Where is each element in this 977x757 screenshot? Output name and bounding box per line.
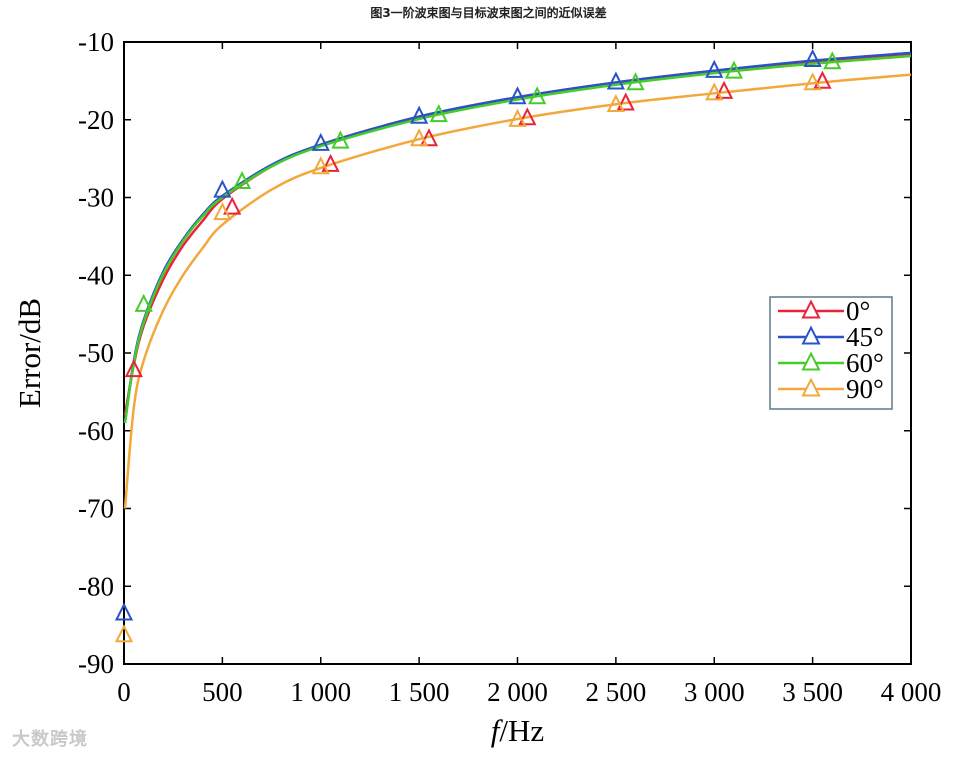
data-point-marker — [213, 179, 232, 198]
legend-swatch-marker — [801, 377, 821, 397]
series-line-90deg — [123, 73, 912, 509]
y-tick-label: -20 — [78, 105, 114, 135]
data-point-marker — [311, 132, 330, 151]
data-point-marker — [803, 72, 822, 91]
legend-label: 90° — [846, 374, 884, 404]
data-point-marker — [331, 130, 350, 149]
data-point-marker — [321, 153, 340, 172]
series-markers — [114, 48, 842, 643]
data-point-marker — [705, 82, 724, 101]
x-tick-label: 3 000 — [684, 677, 745, 707]
series-lines — [123, 51, 912, 509]
data-point-marker — [803, 48, 822, 67]
x-tick-label: 500 — [202, 677, 243, 707]
legend-swatch-marker — [801, 299, 821, 319]
legend-label: 45° — [846, 322, 884, 352]
data-point-marker — [429, 104, 448, 123]
y-tick-label: -70 — [78, 494, 114, 524]
data-point-marker — [813, 70, 832, 89]
data-point-marker — [518, 107, 537, 126]
data-point-marker — [114, 624, 134, 643]
x-axis-label: f/Hz — [491, 713, 544, 748]
x-tick-label: 3 500 — [782, 677, 843, 707]
x-axis-label-unit: /Hz — [499, 713, 544, 748]
watermark: 大数跨境 — [12, 729, 88, 750]
legend-box — [769, 296, 893, 410]
data-point-marker — [508, 108, 527, 127]
data-point-marker — [606, 71, 626, 90]
x-tick-label: 2 500 — [586, 677, 647, 707]
legend-label: 0° — [846, 296, 870, 326]
data-point-marker — [626, 72, 645, 91]
data-point-marker — [124, 359, 143, 378]
x-tick-label: 1 000 — [290, 677, 351, 707]
y-tick-label: -80 — [78, 571, 114, 601]
data-point-marker — [528, 86, 547, 105]
y-tick-label: -40 — [78, 260, 114, 290]
data-point-marker — [223, 196, 242, 215]
data-point-marker — [232, 170, 252, 190]
data-point-marker — [134, 293, 153, 312]
data-point-marker — [508, 86, 527, 105]
data-point-marker — [705, 59, 724, 78]
y-tick-label: -50 — [78, 338, 114, 368]
x-tick-label: 0 — [117, 677, 131, 707]
chart-title: 图3一阶波束图与目标波束图之间的近似误差 — [370, 6, 607, 20]
legend-swatch-marker — [801, 351, 821, 371]
data-point-marker — [823, 51, 842, 70]
data-point-marker — [714, 80, 734, 99]
x-tick-label: 1 500 — [389, 677, 450, 707]
axis-ticks: 0 500 1 000 1 500 2 000 2 500 3 000 3 500 4 000 -… — [78, 27, 941, 707]
data-point-marker — [419, 128, 439, 147]
data-point-marker — [409, 128, 429, 147]
legend: 0°45°60°90° — [769, 296, 893, 410]
data-point-marker — [724, 60, 744, 79]
y-tick-label: -30 — [78, 183, 114, 213]
data-point-marker — [409, 105, 429, 124]
data-point-marker — [311, 156, 330, 175]
legend-swatch-marker — [801, 325, 821, 345]
data-point-marker — [114, 602, 134, 621]
data-point-marker — [616, 92, 635, 111]
y-axis-label: Error/dB — [12, 298, 47, 408]
y-tick-label: -60 — [78, 416, 114, 446]
x-tick-label: 4 000 — [881, 677, 942, 707]
legend-label: 60° — [846, 348, 884, 378]
data-point-marker — [213, 202, 232, 221]
y-tick-label: -90 — [78, 649, 114, 679]
y-tick-label: -10 — [78, 27, 114, 57]
x-tick-label: 2 000 — [487, 677, 548, 707]
data-point-marker — [606, 93, 626, 113]
